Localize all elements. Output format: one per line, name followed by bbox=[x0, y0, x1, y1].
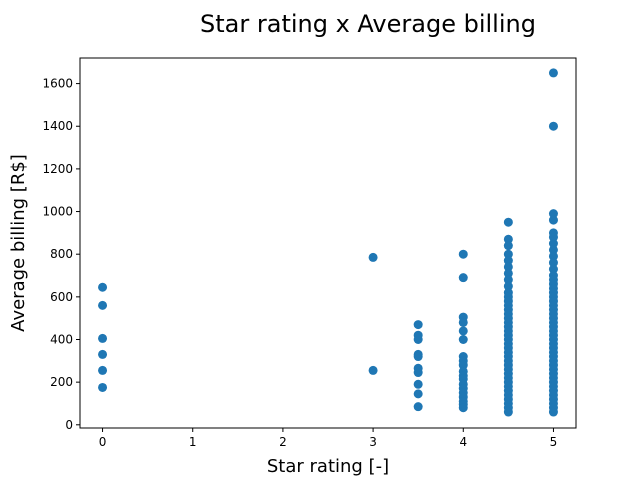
data-point bbox=[413, 402, 423, 412]
data-point bbox=[368, 365, 378, 375]
y-tick-label: 1400 bbox=[42, 119, 73, 133]
data-point bbox=[503, 407, 513, 417]
data-point bbox=[548, 232, 558, 242]
data-point bbox=[458, 249, 468, 259]
data-point bbox=[98, 349, 108, 359]
data-point bbox=[548, 239, 558, 249]
y-tick-label: 800 bbox=[50, 247, 73, 261]
data-point bbox=[548, 215, 558, 225]
data-point bbox=[548, 258, 558, 268]
y-tick-label: 1600 bbox=[42, 77, 73, 91]
data-point bbox=[503, 241, 513, 251]
data-point bbox=[98, 365, 108, 375]
y-axis: 0 200 400 600 800 1000 1200 1400 1600 bbox=[42, 77, 80, 432]
x-tick-label: 4 bbox=[459, 435, 467, 449]
x-tick-label: 1 bbox=[189, 435, 197, 449]
x-tick-label: 5 bbox=[550, 435, 558, 449]
data-point bbox=[503, 275, 513, 285]
data-point bbox=[503, 256, 513, 266]
plot-area bbox=[98, 68, 558, 417]
data-point bbox=[548, 68, 558, 78]
data-point bbox=[413, 368, 423, 378]
y-tick-label: 600 bbox=[50, 290, 73, 304]
data-point bbox=[98, 382, 108, 392]
x-tick-label: 2 bbox=[279, 435, 287, 449]
data-point bbox=[413, 352, 423, 362]
data-point bbox=[503, 262, 513, 272]
data-point bbox=[548, 121, 558, 131]
y-axis-label: Average billing [R$] bbox=[8, 154, 29, 332]
data-point bbox=[413, 335, 423, 344]
data-point bbox=[458, 335, 468, 344]
y-tick-label: 1200 bbox=[42, 162, 73, 176]
data-point bbox=[503, 249, 513, 259]
x-axis: 0 1 2 3 4 5 bbox=[99, 428, 558, 449]
data-point bbox=[98, 300, 108, 310]
x-tick-label: 0 bbox=[99, 435, 107, 449]
data-point bbox=[458, 317, 468, 327]
data-point bbox=[458, 403, 468, 413]
data-point bbox=[503, 234, 513, 244]
data-point bbox=[548, 407, 558, 417]
chart-title: Star rating x Average billing bbox=[200, 10, 536, 38]
data-point bbox=[548, 209, 558, 219]
data-point bbox=[503, 268, 513, 278]
data-point bbox=[413, 320, 423, 330]
data-point bbox=[98, 282, 108, 292]
data-point bbox=[503, 281, 513, 291]
x-axis-label: Star rating [-] bbox=[267, 456, 389, 477]
data-point bbox=[413, 379, 423, 389]
data-point bbox=[458, 326, 468, 336]
data-point bbox=[548, 251, 558, 261]
data-point bbox=[458, 360, 468, 370]
data-point bbox=[413, 389, 423, 399]
data-point bbox=[458, 273, 468, 283]
data-point bbox=[548, 264, 558, 274]
y-tick-label: 200 bbox=[50, 375, 73, 389]
data-point bbox=[98, 333, 108, 343]
data-point bbox=[503, 217, 513, 227]
data-point bbox=[548, 245, 558, 255]
plot-frame bbox=[79, 57, 577, 429]
y-tick-label: 1000 bbox=[42, 205, 73, 219]
y-tick-label: 400 bbox=[50, 332, 73, 346]
y-tick-label: 0 bbox=[65, 418, 73, 432]
x-tick-label: 3 bbox=[369, 435, 377, 449]
data-point bbox=[368, 252, 378, 262]
